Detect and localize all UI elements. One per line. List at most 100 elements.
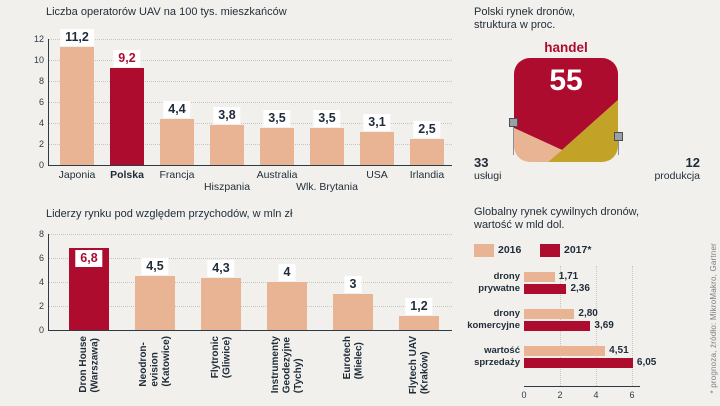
slice-produkcja [548, 100, 618, 162]
value-label: 4,3 [207, 260, 235, 278]
value-label: 3,5 [313, 110, 341, 128]
x-axis [48, 165, 452, 166]
bar-label-wrap: Neodron- evision (Katowice) [122, 336, 188, 404]
y-tick-label: 6 [38, 253, 44, 263]
title-line: Polski rynek dronów, [474, 6, 575, 18]
x-tick-label: 2 [557, 390, 563, 400]
slice-uslugi [514, 128, 562, 162]
slice-value-produkcja: 12 [685, 155, 700, 170]
value-label: 4,51 [609, 345, 629, 356]
y-tick-label: 10 [33, 55, 44, 65]
hbar-drony-2016 [524, 309, 575, 319]
structure-shape [514, 58, 618, 162]
bar-plot-uav-operators: 0 2 4 6 8 10 12 11,2 Japonia 9,2 Polska 4,4 Francja 3… [0, 0, 466, 200]
value-label: 3,5 [263, 110, 291, 128]
title-line: Globalny rynek cywilnych dronów, [474, 206, 640, 218]
legend-label: 2017* [564, 244, 592, 256]
group-label-drony-komercyjne: drony komercyjne [467, 308, 520, 331]
gridline [48, 39, 452, 40]
y-tick-label: 2 [38, 139, 44, 149]
bar-francja [160, 118, 194, 165]
bar-label: Neodron- evision (Katowice) [137, 336, 172, 387]
callout-line-produkcja [618, 141, 619, 155]
slice-note-produkcja: 12 produkcja [616, 156, 700, 183]
gridline [48, 81, 452, 82]
bar-label: Japonia [58, 169, 96, 181]
bar-irlandia [410, 138, 444, 165]
y-tick-label: 6 [38, 97, 44, 107]
gridline [48, 123, 452, 124]
bar-polska [110, 68, 144, 165]
y-tick-label: 12 [33, 34, 44, 44]
footnote-source: * prognoza, źródło: MikroMakro, Gartner [709, 243, 718, 394]
slice-handel [514, 58, 618, 150]
y-tick-label: 8 [38, 229, 44, 239]
value-label: 4 [278, 264, 296, 281]
legend-label: 2016 [498, 244, 522, 256]
hbar-wartość-2017 [524, 358, 633, 368]
hbar-plot-global-market: 2016 2017* 0 2 4 6 drony prywatne 1,71 2,36 drony… [466, 200, 720, 406]
bar-label-wrap: Flytech UAV (Kraków) [386, 336, 452, 404]
bar-label: Irlandia [409, 169, 445, 181]
title-line: struktura w proc. [474, 19, 556, 31]
bar-label: Flytronic (Gliwice) [209, 336, 233, 379]
bar-japonia [60, 47, 94, 165]
bar-label-wrap: Dron House (Warszawa) [56, 336, 122, 404]
value-label: 1,71 [558, 271, 579, 282]
y-tick-label: 0 [38, 160, 44, 170]
x-tick-label: 0 [521, 390, 527, 400]
group-label-wartość-sprzedaży: wartość sprzedaży [474, 345, 520, 368]
x-axis [48, 330, 452, 331]
value-label: 1,2 [405, 297, 433, 315]
bar-label: USA [366, 169, 388, 181]
bar-label-wrap: Eurotech (Mielec) [320, 336, 386, 404]
bar-instrumenty [267, 282, 307, 330]
callout-line-uslugi [513, 127, 514, 155]
chart-title: Liczba operatorów UAV na 100 tys. mieszk… [46, 6, 287, 18]
bar-label: Australia [256, 169, 298, 181]
legend-swatch-2017 [540, 244, 560, 257]
bar-neodron [135, 276, 175, 330]
value-label: 2,5 [413, 120, 441, 138]
gridline [48, 282, 452, 283]
value-label: 4,4 [163, 100, 191, 118]
slice-label-handel: handel [544, 40, 588, 55]
bar-wlk-brytania [310, 128, 344, 165]
chart-title: Polski rynek dronów, struktura w proc. [474, 6, 575, 32]
value-label: 6,8 [75, 250, 103, 268]
bar-label: Dron House (Warszawa) [77, 336, 101, 393]
x-tick-label: 4 [593, 390, 599, 400]
bar-label: Francja [159, 169, 195, 181]
gridline [48, 144, 452, 145]
gridline [48, 234, 452, 235]
legend-swatch-2016 [474, 244, 494, 257]
value-label: 6,05 [636, 357, 657, 368]
gridline [596, 266, 597, 386]
bar-plot-revenue-leaders: 0 2 4 6 8 6,8 Dron House (Warszawa) 4,5 Neodron-… [0, 200, 466, 406]
hbar-drony-2017 [524, 284, 567, 294]
slice-label-produkcja: produkcja [654, 170, 700, 182]
slice-value-uslugi: 33 [474, 155, 489, 170]
hbar-wartość-2016 [524, 346, 606, 356]
bar-usa [360, 132, 394, 165]
group-label-drony-prywatne: drony prywatne [478, 271, 520, 294]
bar-flytech-uav [399, 315, 439, 330]
bar-label: Polska [110, 169, 144, 181]
callout-marker-uslugi [509, 118, 518, 127]
gridline [48, 258, 452, 259]
value-label: 2,36 [570, 283, 590, 294]
bar-label: Flytech UAV (Kraków) [407, 336, 431, 395]
bar-eurotech [333, 294, 373, 330]
chart-market-structure: Polski rynek dronów, struktura w proc. ha… [466, 0, 720, 200]
bar-australia [260, 128, 294, 165]
x-axis [524, 386, 640, 387]
bar-label: Wlk. Brytania [296, 181, 358, 193]
bar-label-wrap: Instrumenty Geodezyjne (Tychy) [254, 336, 320, 404]
hbar-drony-2017 [524, 321, 591, 331]
value-label: 2,80 [578, 308, 598, 319]
y-tick-label: 4 [38, 118, 44, 128]
chart-revenue-leaders: Liderzy rynku pod względem przychodów, w… [0, 200, 466, 406]
bar-hiszpania [210, 125, 244, 165]
chart-global-market: Globalny rynek cywilnych dronów, wartość … [466, 200, 720, 406]
y-axis [48, 234, 49, 330]
